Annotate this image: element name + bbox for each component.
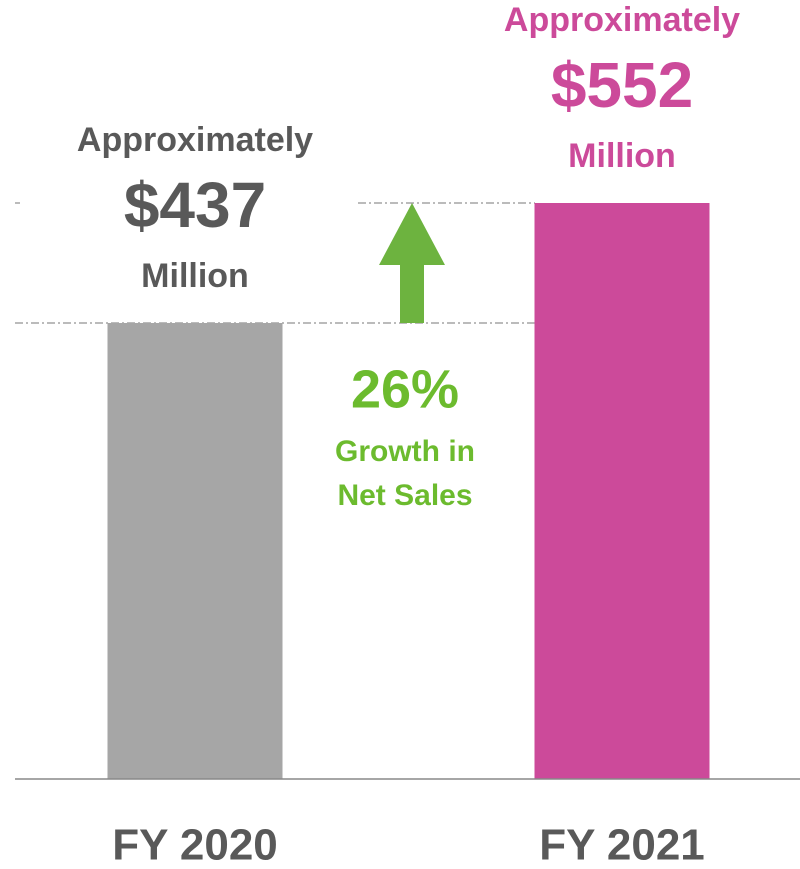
value-label-suffix: Million (141, 257, 249, 295)
growth-value: 26% (351, 359, 459, 419)
x-tick-label: FY 2020 (112, 821, 278, 869)
bar (534, 203, 710, 779)
value-label: $437 (124, 169, 266, 241)
value-label-prefix: Approximately (77, 121, 313, 159)
growth-text: Net Sales (337, 479, 472, 512)
bar (107, 323, 283, 779)
value-label: $552 (551, 49, 693, 121)
growth-text: Growth in (335, 435, 475, 468)
value-label-suffix: Million (568, 137, 676, 175)
growth-arrow (379, 203, 445, 323)
value-label-prefix: Approximately (504, 1, 740, 39)
x-tick-label: FY 2021 (539, 821, 705, 869)
